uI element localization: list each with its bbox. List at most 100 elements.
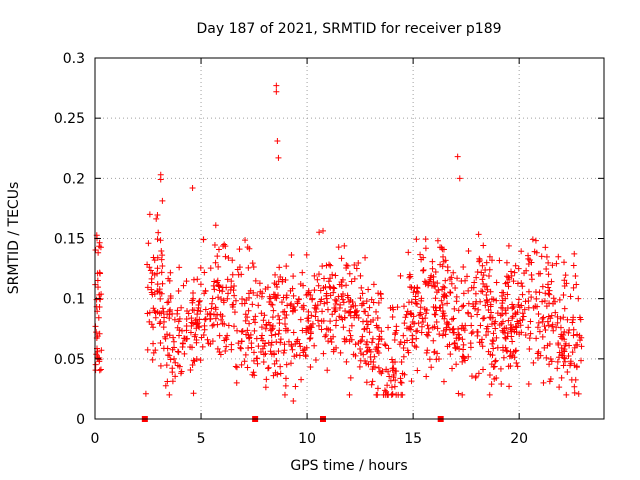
data-point (327, 318, 334, 325)
data-point (503, 259, 510, 266)
data-point (423, 310, 430, 317)
data-point (146, 264, 153, 271)
data-point (335, 244, 342, 251)
data-point (273, 295, 280, 302)
data-point (223, 336, 230, 343)
data-point (420, 266, 427, 273)
data-point (175, 349, 182, 356)
data-point (327, 275, 334, 282)
data-point (577, 316, 584, 323)
data-point (156, 320, 163, 327)
data-point (440, 327, 447, 334)
data-point (288, 343, 295, 350)
data-point (475, 370, 482, 377)
data-point (282, 315, 289, 322)
data-point (425, 329, 432, 336)
data-point (472, 374, 479, 381)
data-point (484, 286, 491, 293)
data-point (153, 215, 160, 222)
data-point (149, 356, 156, 363)
data-point (465, 310, 472, 317)
data-point (260, 358, 267, 365)
data-point (282, 382, 289, 389)
data-point (402, 314, 409, 321)
data-point (216, 348, 223, 355)
data-point (182, 335, 189, 342)
data-point (212, 315, 219, 322)
data-point (369, 366, 376, 373)
data-point (465, 287, 472, 294)
data-point (570, 316, 577, 323)
data-point (468, 322, 475, 329)
data-point (261, 312, 268, 319)
data-point (287, 360, 294, 367)
x-axis-label: GPS time / hours (290, 458, 407, 474)
data-point (401, 371, 408, 378)
data-point (348, 322, 355, 329)
data-point (369, 335, 376, 342)
data-point (224, 276, 231, 283)
data-point (554, 358, 561, 365)
data-point (164, 299, 171, 306)
data-point (392, 358, 399, 365)
data-point (222, 348, 229, 355)
data-point (351, 314, 358, 321)
data-point (311, 272, 318, 279)
data-point (323, 332, 330, 339)
data-point (537, 352, 544, 359)
data-point (552, 309, 559, 316)
data-point (352, 302, 359, 309)
data-point (564, 368, 571, 375)
data-point (562, 272, 569, 279)
data-point (514, 363, 521, 370)
data-point (159, 197, 166, 204)
data-points (92, 82, 585, 422)
data-point (486, 253, 493, 260)
data-point (527, 318, 534, 325)
data-point (268, 301, 275, 308)
data-point (541, 344, 548, 351)
data-point (574, 331, 581, 338)
data-point (561, 336, 568, 343)
data-point (543, 253, 550, 260)
data-point (318, 326, 325, 333)
data-point (483, 259, 490, 266)
data-point (468, 284, 475, 291)
data-point (277, 339, 284, 346)
data-point (514, 318, 521, 325)
data-point (329, 311, 336, 318)
data-point (208, 300, 215, 307)
data-point (441, 294, 448, 301)
data-point (339, 296, 346, 303)
data-point (555, 354, 562, 361)
data-point (219, 320, 226, 327)
data-point (188, 315, 195, 322)
data-point (305, 308, 312, 315)
data-point (162, 382, 169, 389)
data-point (489, 340, 496, 347)
data-point (318, 296, 325, 303)
data-point (250, 357, 257, 364)
data-point (476, 258, 483, 265)
data-point (427, 274, 434, 281)
data-point (197, 281, 204, 288)
data-point (400, 345, 407, 352)
data-point (561, 355, 568, 362)
data-point (459, 303, 466, 310)
data-point (208, 305, 215, 312)
data-point (338, 255, 345, 262)
data-point (420, 267, 427, 274)
data-point (572, 272, 579, 279)
data-point (478, 336, 485, 343)
data-point (271, 360, 278, 367)
data-point (410, 289, 417, 296)
data-point (219, 288, 226, 295)
data-point (283, 294, 290, 301)
data-point (220, 242, 227, 249)
data-point (424, 322, 431, 329)
data-point (166, 332, 173, 339)
data-point (229, 257, 236, 264)
data-point (571, 389, 578, 396)
data-point (432, 283, 439, 290)
data-point (246, 320, 253, 327)
